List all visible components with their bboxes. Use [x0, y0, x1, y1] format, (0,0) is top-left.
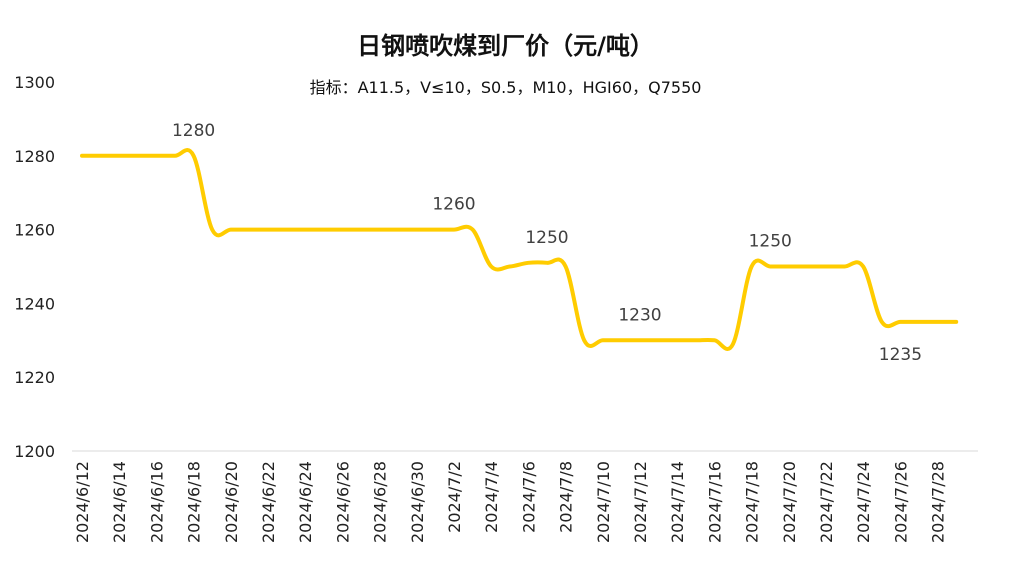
- chart-subtitle: 指标：A11.5，V≤10，S0.5，M10，HGI60，Q7550: [309, 78, 702, 97]
- x-tick-label: 2024/7/26: [891, 461, 910, 543]
- x-tick-label: 2024/6/22: [259, 461, 278, 543]
- y-tick-label: 1260: [14, 221, 55, 240]
- price-series-line: [80, 148, 959, 351]
- data-label: 1260: [432, 195, 475, 215]
- y-tick-label: 1220: [14, 368, 55, 387]
- x-tick-label: 2024/6/26: [333, 461, 352, 543]
- y-tick-label: 1280: [14, 147, 55, 166]
- y-tick-label: 1200: [14, 442, 55, 461]
- y-tick-label: 1300: [14, 73, 55, 92]
- y-axis-ticks: 1300 1280 1260 1240 1220 1200: [14, 73, 55, 461]
- x-tick-label: 2024/6/30: [408, 461, 427, 543]
- x-tick-label: 2024/7/4: [482, 461, 501, 533]
- data-labels: 1280 1260 1250 1230 1250 1235: [172, 121, 922, 365]
- chart-title: 日钢喷吹煤到厂价（元/吨）: [357, 32, 654, 60]
- x-tick-label: 2024/7/18: [743, 461, 762, 543]
- x-axis-ticks: 2024/6/12 2024/6/14 2024/6/16 2024/6/18 2024…: [73, 461, 948, 543]
- x-tick-label: 2024/6/14: [110, 461, 129, 543]
- x-tick-label: 2024/7/10: [594, 461, 613, 543]
- x-tick-label: 2024/6/28: [371, 461, 390, 543]
- x-tick-label: 2024/7/24: [854, 461, 873, 543]
- x-tick-label: 2024/7/22: [817, 461, 836, 543]
- x-tick-label: 2024/6/24: [296, 461, 315, 543]
- x-tick-label: 2024/7/16: [705, 461, 724, 543]
- x-tick-label: 2024/6/12: [73, 461, 92, 543]
- data-label: 1235: [879, 345, 922, 365]
- x-tick-label: 2024/7/2: [445, 461, 464, 533]
- x-tick-label: 2024/6/18: [185, 461, 204, 543]
- x-tick-label: 2024/7/28: [929, 461, 948, 543]
- x-tick-label: 2024/6/20: [222, 461, 241, 543]
- data-label: 1280: [172, 121, 215, 141]
- data-label: 1230: [618, 305, 661, 325]
- x-tick-label: 2024/7/12: [631, 461, 650, 543]
- x-tick-label: 2024/7/14: [668, 461, 687, 543]
- x-tick-label: 2024/7/6: [519, 461, 538, 533]
- x-tick-label: 2024/6/16: [147, 461, 166, 543]
- x-tick-label: 2024/7/20: [780, 461, 799, 543]
- data-label: 1250: [525, 228, 568, 248]
- x-tick-label: 2024/7/8: [557, 461, 576, 533]
- y-tick-label: 1240: [14, 294, 55, 313]
- data-label: 1250: [749, 232, 792, 252]
